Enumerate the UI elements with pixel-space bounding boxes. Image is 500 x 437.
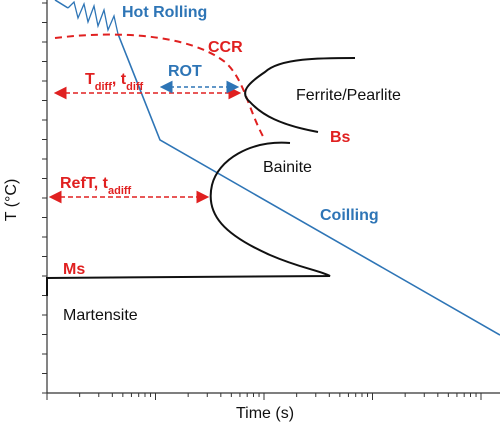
subscript: diff [126, 81, 143, 93]
subscript: adiff [108, 185, 132, 197]
y-axis-label: T (°C) [3, 179, 20, 222]
label-part: RefT, t [60, 175, 109, 192]
reft-label: RefT, tadiff [60, 175, 132, 197]
ferrite-pearlite-label: Ferrite/Pearlite [296, 87, 401, 104]
coilling-label: Coilling [320, 207, 379, 224]
bainite-curve [46, 141, 331, 296]
bainite-label: Bainite [263, 159, 312, 176]
rot-label: ROT [168, 63, 202, 80]
axes [42, 0, 500, 400]
subscript: diff [95, 81, 112, 93]
ms-label: Ms [63, 261, 85, 278]
cooling-line [54, 0, 69, 9]
ccr-curve [54, 33, 266, 141]
martensite-label: Martensite [63, 307, 138, 324]
label-part: , t [112, 71, 127, 88]
ferrite-curve [244, 57, 356, 133]
hot-rolling-label: Hot Rolling [122, 4, 207, 21]
cooling-line [117, 33, 500, 336]
ccr-label: CCR [208, 39, 243, 56]
x-axis-label: Time (s) [236, 405, 294, 422]
bs-label: Bs [330, 129, 351, 146]
label-part: T [85, 71, 95, 88]
tdiff-label: Tdiff, tdiff [85, 71, 144, 93]
rolling-spring [67, 0, 119, 35]
